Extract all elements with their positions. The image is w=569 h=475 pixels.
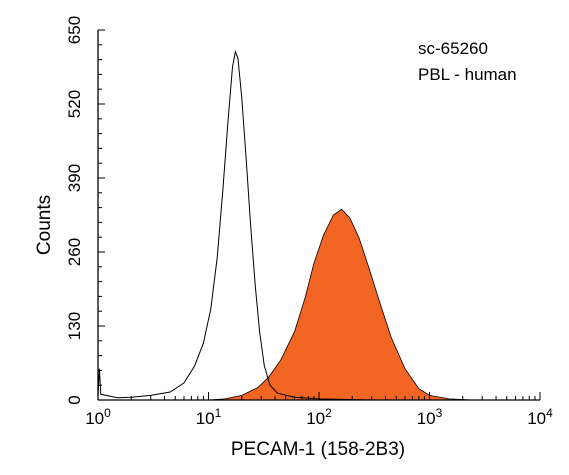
x-tick-label: 104: [527, 406, 553, 428]
y-tick-label: 0: [65, 395, 84, 404]
annotation-sample: PBL - human: [418, 65, 517, 84]
y-axis-title: Counts: [34, 195, 55, 255]
plot-area: [97, 49, 540, 401]
y-tick-label: 260: [65, 238, 84, 266]
y-ticks: 0 130 260 390 520 650: [65, 16, 105, 405]
annotation-catalog-number: sc-65260: [418, 39, 488, 58]
x-axis-title: PECAM-1 (158-2B3): [231, 439, 405, 460]
y-tick-label: 520: [65, 90, 84, 118]
x-tick-label: 100: [85, 406, 111, 428]
x-ticks: 100 101 102 103 104: [85, 392, 553, 428]
series-filled-histogram: [208, 208, 474, 401]
series-outline-histogram: [97, 49, 540, 401]
x-tick-label: 103: [417, 406, 443, 428]
y-tick-label: 390: [65, 164, 84, 192]
x-tick-label: 101: [196, 406, 222, 428]
x-tick-label: 102: [306, 406, 332, 428]
y-tick-label: 650: [65, 16, 84, 44]
y-tick-label: 130: [65, 312, 84, 340]
